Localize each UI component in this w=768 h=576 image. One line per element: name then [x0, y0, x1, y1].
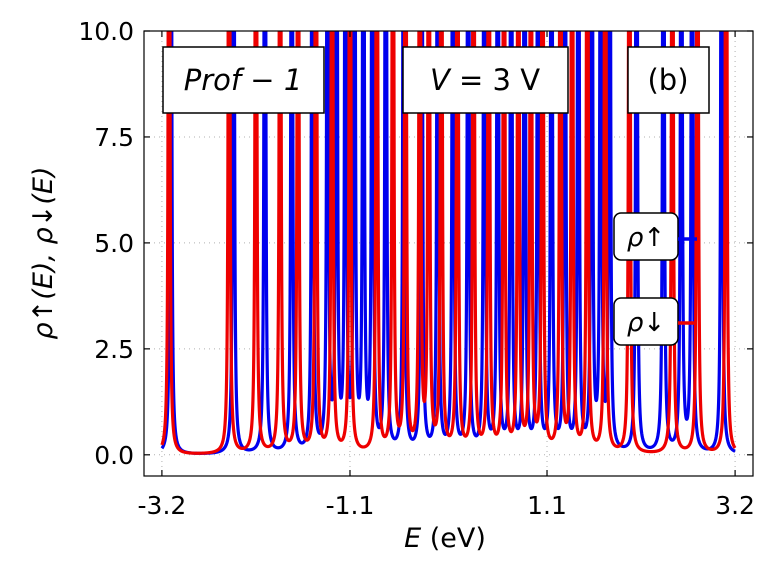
series-line-spin-down [160, 31, 737, 455]
y-tick-label: 10.0 [78, 17, 134, 46]
panel-label-text: (b) [647, 63, 688, 97]
plot-frame [143, 30, 754, 477]
legend-box-spin-up [613, 212, 679, 261]
voltage-annotation-text: V = 3 V [430, 63, 540, 97]
legend: ρ↑ ρ↓ [613, 212, 697, 346]
tick-marks [144, 30, 753, 476]
y-tick-label: 5.0 [94, 229, 134, 258]
legend-label-spin-up: ρ↑ [627, 223, 665, 253]
series-layer [160, 31, 737, 455]
x-tick-label: -1.1 [326, 491, 375, 520]
x-tick-label: 3.2 [715, 491, 755, 520]
voltage-annotation-rest: = 3 V [450, 63, 540, 97]
profile-annotation-box [162, 46, 325, 114]
x-tick-label: -3.2 [138, 491, 187, 520]
x-tick-labels: -3.2 -1.1 1.1 3.2 [138, 491, 755, 520]
y-tick-labels: 0.0 2.5 5.0 7.5 10.0 [78, 17, 134, 470]
x-axis-label-var: E [404, 523, 421, 554]
voltage-annotation-var: V [430, 63, 452, 97]
series-line-spin-up [160, 31, 737, 455]
x-tick-label: 1.1 [527, 491, 567, 520]
y-axis-label: ρ↑(E), ρ↓(E) [28, 167, 59, 340]
panel-label-box [627, 46, 710, 114]
x-axis-label-unit: (eV) [421, 523, 486, 554]
y-tick-label: 0.0 [94, 441, 134, 470]
y-tick-label: 2.5 [94, 335, 134, 364]
x-axis-label: E (eV) [404, 523, 486, 554]
y-tick-label: 7.5 [94, 123, 134, 152]
voltage-annotation-box [402, 46, 569, 114]
profile-annotation-text: Prof − 1 [184, 63, 303, 97]
legend-label-spin-down: ρ↓ [627, 308, 665, 338]
